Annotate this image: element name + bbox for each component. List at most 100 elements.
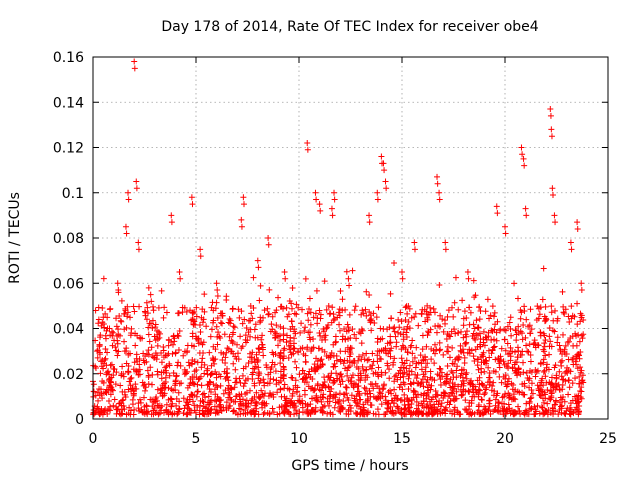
data-point: [194, 404, 201, 411]
data-point: [359, 363, 366, 370]
data-point: [565, 391, 572, 398]
data-point: [570, 361, 577, 368]
data-point: [437, 346, 444, 353]
x-tick-label: 5: [192, 431, 201, 447]
data-point: [131, 65, 138, 72]
data-point: [385, 400, 392, 407]
data-point: [256, 297, 263, 304]
data-point: [367, 319, 374, 326]
data-point: [269, 313, 276, 320]
data-point: [114, 337, 121, 344]
data-point: [187, 307, 194, 314]
data-point: [360, 407, 367, 414]
data-point: [332, 391, 339, 398]
data-point: [204, 371, 211, 378]
data-point: [126, 404, 133, 411]
data-point: [403, 365, 410, 372]
data-point: [269, 405, 276, 412]
data-point: [496, 364, 503, 371]
data-point: [240, 194, 247, 201]
data-point: [141, 408, 148, 415]
data-point: [96, 411, 103, 418]
data-point: [528, 326, 535, 333]
data-point: [447, 384, 454, 391]
data-point: [532, 367, 539, 374]
data-point: [283, 403, 290, 410]
data-point: [415, 322, 422, 329]
data-point: [405, 318, 412, 325]
data-point: [527, 395, 534, 402]
data-point: [548, 380, 555, 387]
data-point: [336, 306, 343, 313]
data-point: [542, 336, 549, 343]
data-point: [301, 328, 308, 335]
data-point: [265, 393, 272, 400]
data-point: [270, 391, 277, 398]
data-point: [525, 323, 532, 330]
data-point: [424, 411, 431, 418]
data-point: [160, 314, 167, 321]
data-point: [161, 392, 168, 399]
data-point: [373, 314, 380, 321]
data-point: [569, 312, 576, 319]
data-point: [387, 333, 394, 340]
data-point: [233, 379, 240, 386]
data-point: [368, 327, 375, 334]
data-point: [327, 310, 334, 317]
data-point: [475, 401, 482, 408]
data-point: [519, 151, 526, 158]
data-point: [415, 402, 422, 409]
data-point: [574, 406, 581, 413]
data-point: [339, 336, 346, 343]
data-point: [275, 294, 282, 301]
data-point: [499, 394, 506, 401]
data-point: [223, 349, 230, 356]
data-point: [547, 409, 554, 416]
data-point: [575, 392, 582, 399]
data-point: [223, 407, 230, 414]
data-point: [506, 319, 513, 326]
data-point: [162, 364, 169, 371]
data-point: [317, 207, 324, 214]
data-point: [234, 411, 241, 418]
data-point: [295, 397, 302, 404]
data-point: [211, 386, 218, 393]
data-point: [515, 330, 522, 337]
data-point: [440, 328, 447, 335]
data-point: [135, 368, 142, 375]
data-point: [578, 287, 585, 294]
data-point: [266, 380, 273, 387]
data-point: [220, 390, 227, 397]
data-point: [355, 382, 362, 389]
data-point: [474, 362, 481, 369]
data-point: [298, 320, 305, 327]
data-point: [238, 223, 245, 230]
data-point: [95, 320, 102, 327]
data-point: [385, 389, 392, 396]
data-point: [191, 381, 198, 388]
data-point: [513, 359, 520, 366]
data-point: [175, 389, 182, 396]
data-point: [539, 375, 546, 382]
data-point: [334, 314, 341, 321]
data-point: [243, 325, 250, 332]
data-point: [107, 332, 114, 339]
data-point: [96, 349, 103, 356]
data-point: [312, 310, 319, 317]
data-point: [427, 368, 434, 375]
data-point: [130, 303, 137, 310]
data-point: [255, 372, 262, 379]
data-point: [248, 400, 255, 407]
data-point: [225, 377, 232, 384]
data-point: [131, 58, 138, 65]
data-point: [342, 348, 349, 355]
data-point: [317, 311, 324, 318]
data-point: [448, 389, 455, 396]
data-point: [398, 409, 405, 416]
data-point: [204, 382, 211, 389]
data-point: [488, 336, 495, 343]
data-point: [326, 388, 333, 395]
data-point: [404, 310, 411, 317]
data-point: [576, 380, 583, 387]
data-point: [288, 300, 295, 307]
